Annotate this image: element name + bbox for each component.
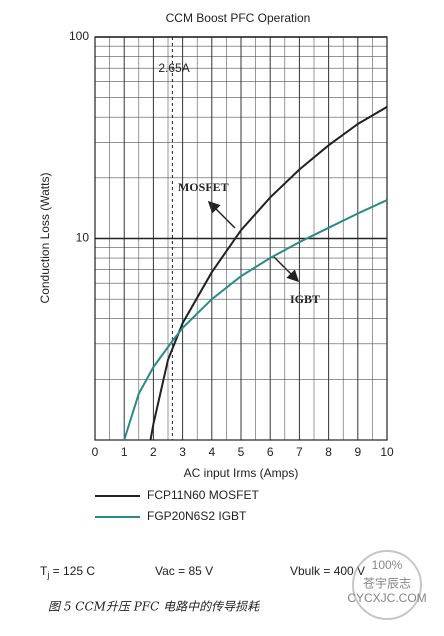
condition: Vac = 85 V — [155, 564, 213, 578]
series-line — [149, 106, 388, 441]
series-annotation: IGBT — [290, 292, 320, 306]
x-tick-label: 10 — [380, 445, 394, 459]
annotation-arrow — [207, 200, 236, 229]
watermark-ring — [352, 550, 422, 620]
watermark: 100% 苍宇辰志 CYCXJC.COM — [347, 550, 427, 620]
x-axis-label: AC input Irms (Amps) — [184, 466, 299, 480]
condition-subscript: j — [46, 570, 49, 580]
watermark-text: 苍宇辰志 — [363, 577, 411, 591]
x-tick-label: 1 — [121, 445, 128, 459]
caption: 图 5 CCM升压 PFC 电路中的传导损耗 — [48, 600, 261, 614]
x-tick-label: 8 — [325, 445, 332, 459]
condition-value: = 125 C — [49, 564, 95, 578]
legend-label: FCP11N60 MOSFET — [147, 488, 259, 502]
watermark-text: CYCXJC.COM — [347, 591, 426, 605]
x-tick-label: 5 — [238, 445, 245, 459]
x-tick-label: 4 — [208, 445, 215, 459]
series-line — [123, 199, 388, 441]
y-tick-label: 10 — [76, 231, 90, 245]
x-tick-label: 9 — [354, 445, 361, 459]
x-tick-label: 3 — [179, 445, 186, 459]
series-annotation: MOSFET — [178, 180, 229, 194]
x-tick-label: 7 — [296, 445, 303, 459]
marker-label: 2.65A — [158, 61, 189, 75]
condition: Tj = 125 C — [40, 564, 95, 580]
condition-symbol: T — [40, 564, 48, 578]
x-tick-label: 2 — [150, 445, 157, 459]
x-tick-label: 0 — [92, 445, 99, 459]
watermark-text: 100% — [372, 558, 403, 572]
x-tick-label: 6 — [267, 445, 274, 459]
legend-label: FGP20N6S2 IGBT — [147, 509, 247, 523]
plot-frame — [94, 36, 388, 441]
condition: Vbulk = 400 V — [290, 564, 365, 578]
y-axis-label: Conduction Loss (Watts) — [38, 173, 52, 304]
y-tick-label: 100 — [69, 29, 89, 43]
chart-title: CCM Boost PFC Operation — [166, 11, 311, 25]
